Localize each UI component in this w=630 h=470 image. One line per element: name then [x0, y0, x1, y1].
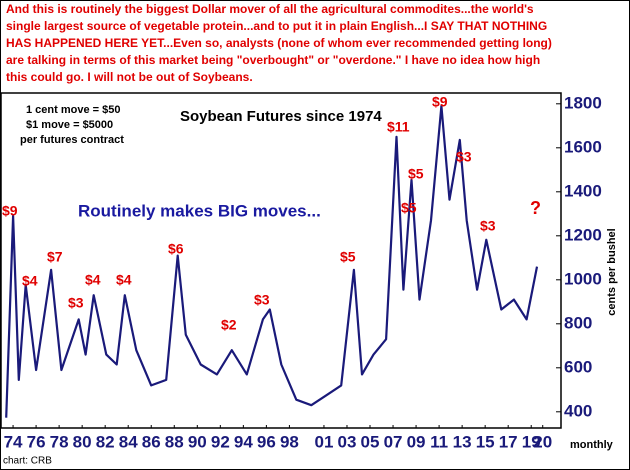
annotation: $11	[387, 119, 410, 135]
y-tick-label: 1800	[564, 93, 602, 112]
annotation: $9	[2, 203, 18, 219]
contract-note: per futures contract	[20, 134, 124, 146]
x-tick-label: 92	[211, 432, 230, 451]
annotation: $7	[47, 249, 63, 265]
x-tick-label: 84	[119, 432, 138, 451]
header-text: single largest source of vegetable prote…	[6, 19, 547, 33]
x-axis-label: monthly	[570, 439, 614, 451]
chart-title: Soybean Futures since 1974	[180, 108, 382, 125]
annotation: $5	[340, 249, 356, 265]
y-tick-label: 1200	[564, 225, 602, 244]
annotation: $9	[432, 94, 448, 110]
x-tick-label: 86	[142, 432, 161, 451]
x-tick-label: 15	[476, 432, 495, 451]
contract-note: 1 cent move = $50	[26, 104, 120, 116]
x-tick-label: 19	[522, 432, 541, 451]
y-tick-label: 800	[564, 313, 592, 332]
y-tick-label: 1600	[564, 137, 602, 156]
x-tick-label: 78	[50, 432, 69, 451]
contract-note: $1 move = $5000	[26, 119, 113, 131]
x-tick-label: 11	[430, 432, 448, 451]
x-tick-label: 80	[73, 432, 92, 451]
x-tick-label: 76	[27, 432, 46, 451]
annotation: $4	[85, 272, 101, 288]
x-tick-label: 94	[234, 432, 253, 451]
x-tick-label: 82	[96, 432, 115, 451]
header-text: HAS HAPPENED HERE YET...Even so, analyst…	[6, 36, 552, 50]
annotation: $3	[480, 218, 496, 234]
x-tick-label: 96	[257, 432, 276, 451]
x-tick-label: 01	[314, 432, 333, 451]
header-text: And this is routinely the biggest Dollar…	[6, 2, 534, 16]
annotation: $4	[116, 272, 132, 288]
annotation: $4	[22, 273, 38, 289]
annotation: $5	[401, 200, 417, 216]
annotation: ?	[530, 198, 541, 218]
header-text: are talking in terms of this market bein…	[6, 53, 540, 67]
x-tick-label: 09	[407, 432, 426, 451]
x-tick-label: 20	[533, 432, 552, 451]
annotation: $6	[168, 241, 184, 257]
x-tick-label: 88	[165, 432, 184, 451]
header-text: this could go. I will not be out of Soyb…	[6, 70, 253, 84]
annotation: $3	[456, 149, 472, 165]
y-tick-label: 1400	[564, 181, 602, 200]
price-line	[5, 104, 539, 418]
y-tick-label: 400	[564, 401, 592, 420]
subtitle: Routinely makes BIG moves...	[78, 201, 321, 220]
x-tick-label: 90	[188, 432, 207, 451]
x-tick-label: 05	[361, 432, 380, 451]
source: chart: CRB	[3, 456, 52, 467]
x-tick-label: 03	[338, 432, 357, 451]
annotation: $3	[68, 295, 84, 311]
y-axis-label: cents per bushel	[606, 228, 618, 315]
x-tick-label: 13	[453, 432, 472, 451]
x-tick-label: 74	[4, 432, 23, 451]
x-tick-label: 98	[280, 432, 299, 451]
annotation: $3	[254, 292, 270, 308]
annotation: $2	[221, 317, 237, 333]
y-tick-label: 600	[564, 357, 592, 376]
x-tick-label: 07	[384, 432, 403, 451]
annotation: $5	[408, 166, 424, 182]
y-tick-label: 1000	[564, 269, 602, 288]
plot-frame	[0, 92, 562, 429]
x-tick-label: 17	[499, 432, 518, 451]
